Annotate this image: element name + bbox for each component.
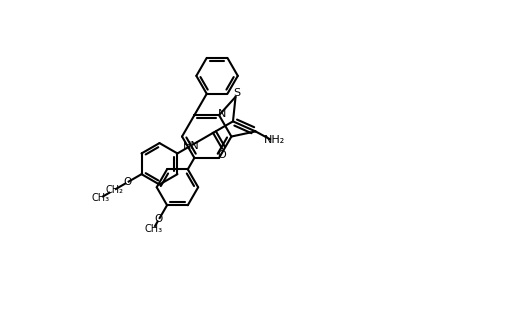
Text: S: S xyxy=(234,88,241,98)
Text: CH₂: CH₂ xyxy=(105,185,124,195)
Text: O: O xyxy=(218,150,227,160)
Text: O: O xyxy=(155,215,163,224)
Text: CH₃: CH₃ xyxy=(91,193,109,203)
Text: O: O xyxy=(123,177,132,187)
Text: NH₂: NH₂ xyxy=(264,135,285,145)
Text: CH₃: CH₃ xyxy=(144,224,162,235)
Text: N: N xyxy=(218,109,226,118)
Text: HN: HN xyxy=(183,141,199,151)
